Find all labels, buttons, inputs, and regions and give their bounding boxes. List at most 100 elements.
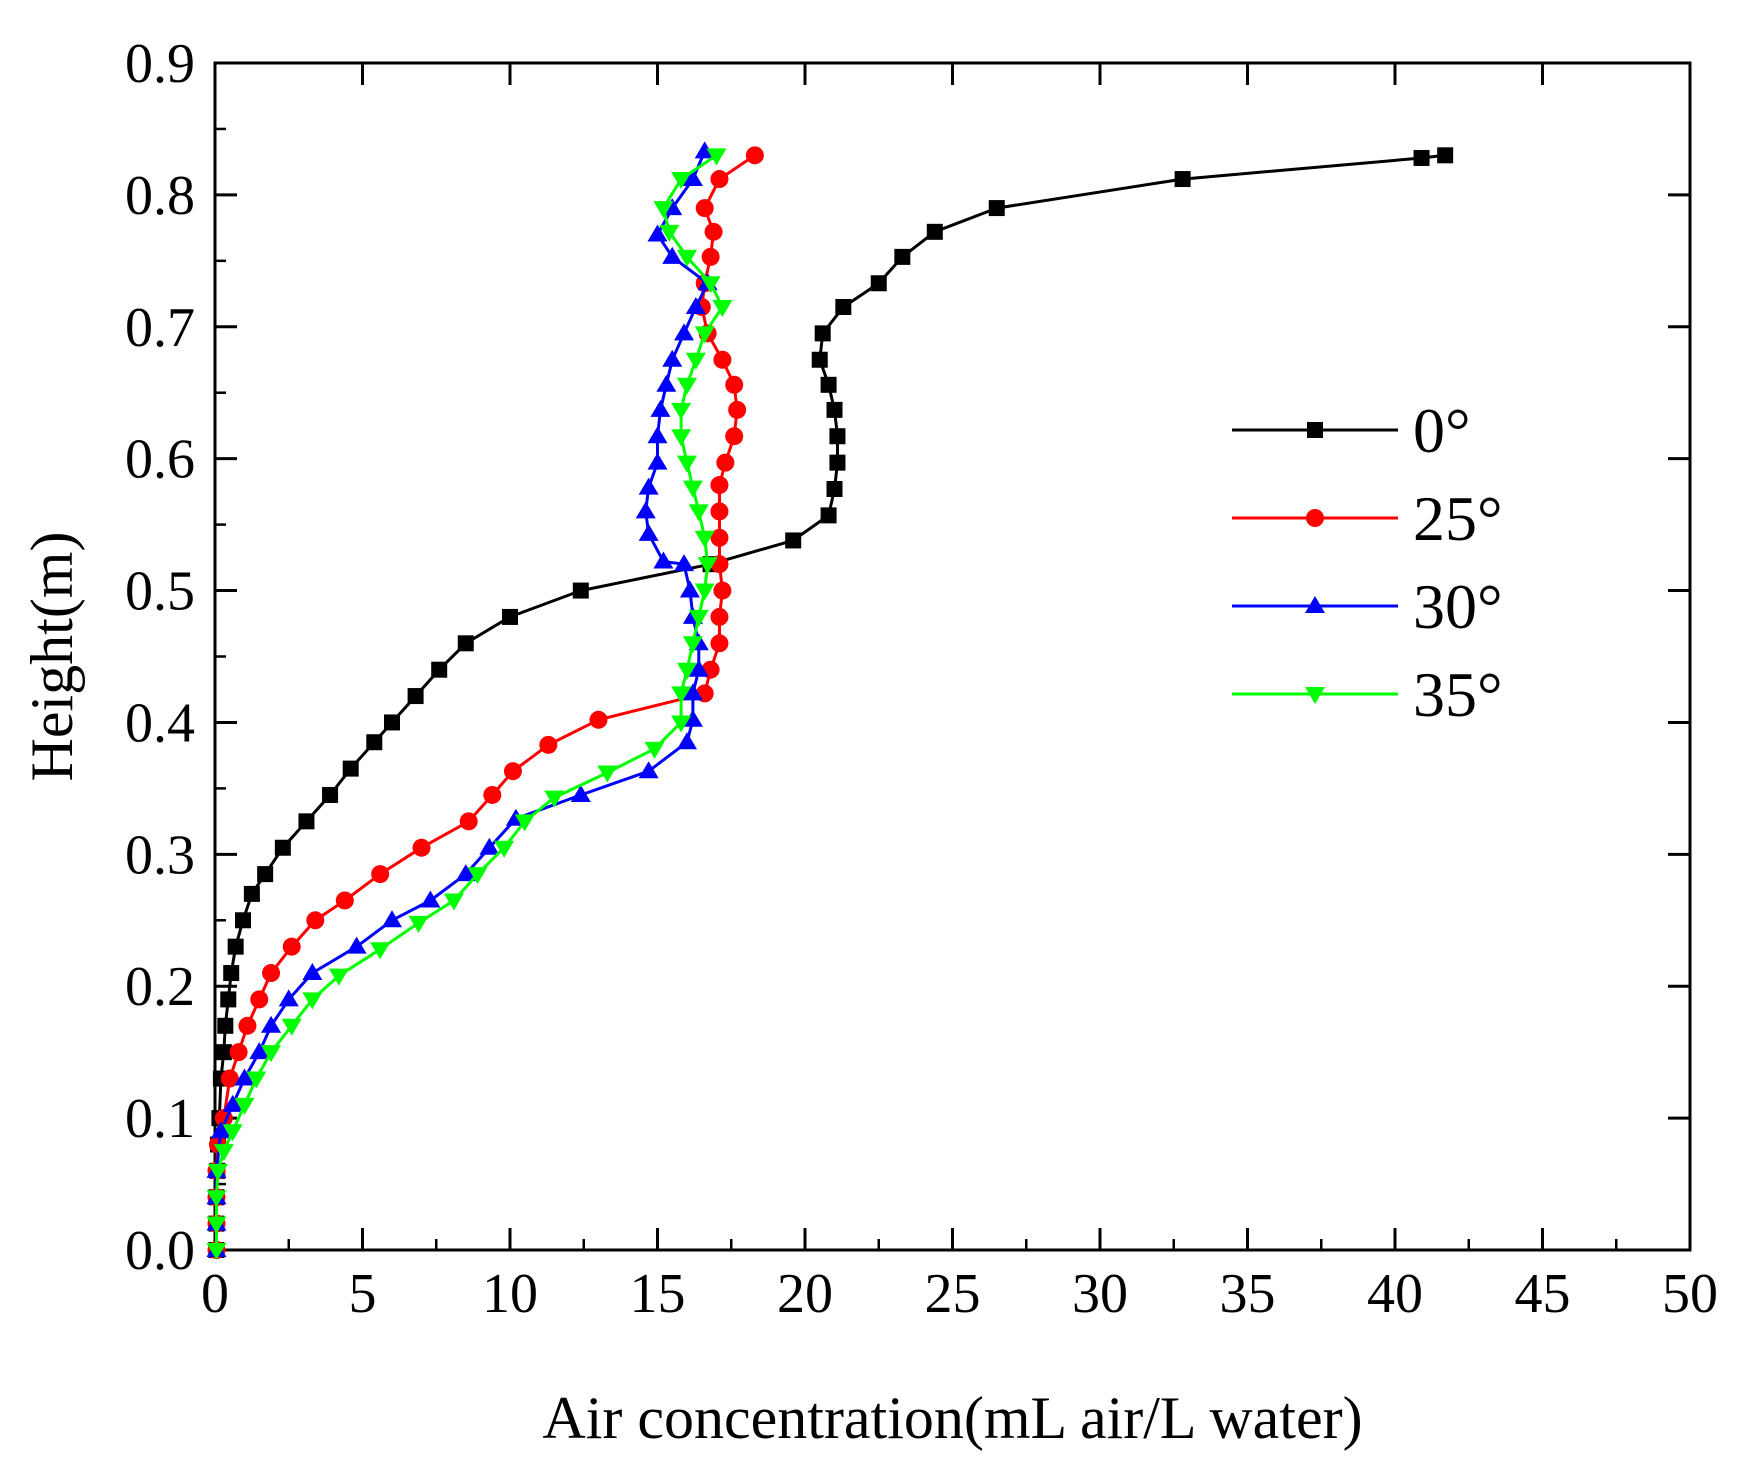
data-point: [262, 964, 281, 983]
data-point: [710, 634, 729, 653]
data-point: [342, 760, 359, 777]
data-point: [710, 476, 729, 495]
data-point: [229, 1043, 248, 1062]
data-point: [820, 376, 837, 393]
data-point: [544, 790, 565, 808]
data-point: [407, 688, 424, 705]
data-point: [706, 148, 727, 166]
data-point: [679, 580, 700, 598]
series-line: [215, 153, 1446, 1250]
data-point: [638, 477, 659, 495]
data-point: [677, 377, 697, 395]
data-point: [371, 865, 390, 884]
data-point: [688, 609, 709, 627]
series-2: [206, 141, 718, 1257]
legend-label: 25°: [1413, 483, 1503, 554]
data-point: [638, 523, 659, 541]
data-point: [222, 1124, 243, 1142]
data-point: [710, 170, 729, 189]
data-point: [713, 350, 732, 369]
data-point: [217, 1017, 234, 1034]
x-tick-label: 40: [1367, 1263, 1423, 1325]
data-point: [647, 426, 668, 444]
data-point: [701, 247, 720, 266]
data-point: [695, 199, 714, 218]
data-point: [238, 1016, 257, 1035]
x-tick-label: 0: [201, 1263, 229, 1325]
legend-marker: [1307, 422, 1323, 438]
data-point: [257, 866, 274, 883]
data-point: [820, 507, 837, 524]
data-point: [210, 1121, 231, 1139]
data-point: [716, 453, 735, 472]
data-point: [408, 915, 429, 933]
data-point: [589, 710, 608, 729]
data-point: [870, 275, 887, 292]
x-tick-label: 25: [925, 1263, 981, 1325]
data-point: [728, 400, 747, 419]
data-point: [710, 502, 729, 521]
y-tick-label: 0.7: [125, 297, 195, 359]
y-tick-label: 0.4: [125, 692, 195, 754]
data-point: [455, 864, 476, 882]
data-point: [811, 351, 828, 368]
data-point: [298, 813, 315, 830]
x-axis: 0 5 10 15 20 25 30 35 40 45 50: [201, 63, 1718, 1325]
legend-entry: 25°: [1232, 483, 1503, 554]
data-point: [694, 583, 715, 601]
x-tick-label: 35: [1220, 1263, 1276, 1325]
data-point: [829, 454, 846, 471]
series-line: [215, 154, 756, 1250]
y-axis-title: Height(m): [19, 532, 85, 782]
data-point: [814, 325, 831, 342]
data-point: [274, 839, 291, 856]
data-point: [829, 428, 846, 445]
data-point: [206, 1243, 227, 1260]
x-tick-label: 30: [1072, 1263, 1128, 1325]
data-point: [671, 172, 692, 190]
data-point: [713, 581, 732, 600]
data-point: [278, 989, 299, 1007]
x-axis-title: Air concentration(mL air/L water): [542, 1385, 1362, 1451]
data-point: [412, 838, 431, 857]
data-point: [694, 141, 715, 159]
data-point: [725, 375, 744, 394]
data-point: [234, 1068, 255, 1086]
data-point: [826, 401, 843, 418]
data-point: [459, 812, 478, 831]
data-point: [650, 399, 671, 417]
data-point: [710, 528, 729, 547]
data-point: [384, 714, 400, 731]
data-point: [382, 910, 402, 928]
data-point: [479, 837, 500, 855]
data-point: [443, 893, 464, 911]
data-point: [467, 867, 488, 885]
data-point: [539, 735, 558, 754]
y-axis: 0.0 0.1 0.2 0.3 0.4 0.5 0.6 0.7 0.8 0.9: [125, 33, 1690, 1282]
legend-marker: [1305, 687, 1325, 704]
data-point: [685, 296, 706, 314]
data-point: [261, 1015, 282, 1033]
legend-marker: [1306, 509, 1324, 527]
data-point: [677, 249, 697, 267]
data-point: [682, 480, 703, 498]
data-point: [431, 661, 448, 678]
legend-entry: 35°: [1232, 659, 1503, 730]
legend-entry: 0°: [1232, 395, 1471, 466]
data-point: [328, 968, 349, 986]
data-point: [213, 1144, 234, 1162]
data-point: [514, 814, 535, 832]
data-point: [710, 607, 729, 626]
data-point: [1437, 147, 1454, 164]
data-point: [235, 912, 252, 929]
data-point: [725, 427, 744, 446]
data-point: [694, 326, 715, 344]
data-point: [745, 146, 764, 165]
y-tick-label: 0.0: [125, 1220, 195, 1282]
data-point: [302, 963, 323, 981]
data-point: [261, 1045, 282, 1063]
data-point: [638, 761, 659, 779]
plot-frame: [213, 61, 1692, 1252]
data-point: [785, 532, 802, 549]
